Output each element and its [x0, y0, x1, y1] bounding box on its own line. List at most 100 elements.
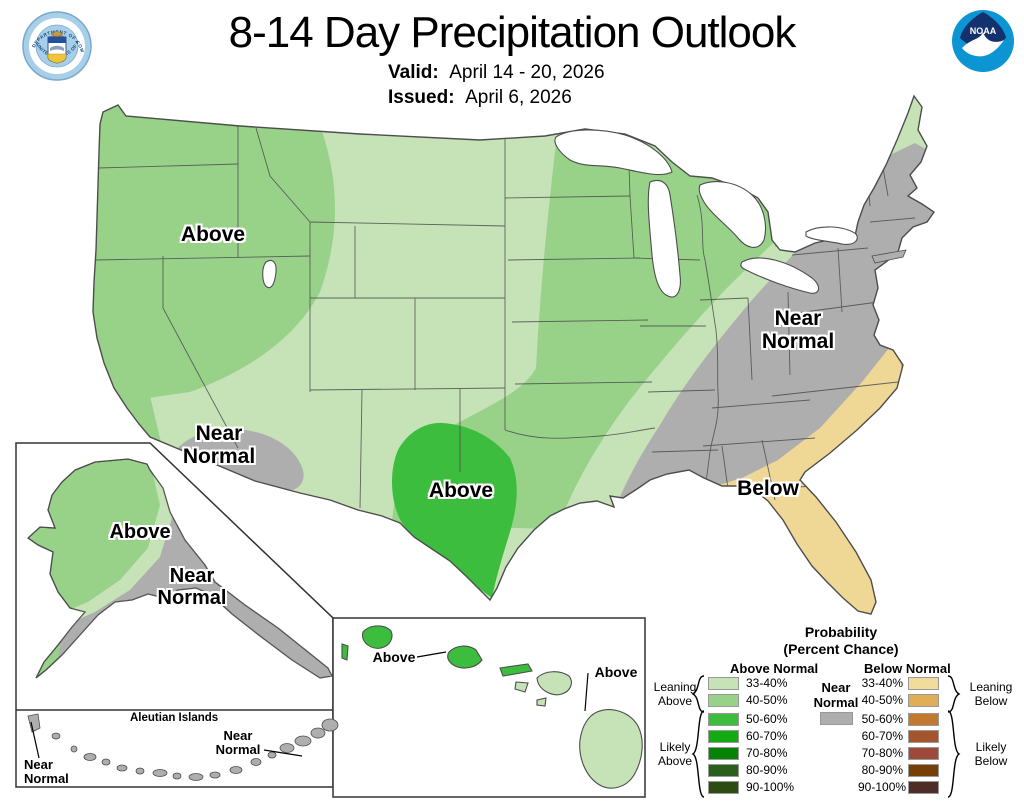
below-40-50-range: 40-50% — [861, 693, 903, 707]
long-island — [871, 249, 907, 264]
likely-above-brace — [691, 710, 705, 798]
legend-below-row: 60-70% — [658, 730, 1024, 744]
below-80-90-range: 80-90% — [861, 763, 903, 777]
leaning-below-brace — [947, 675, 961, 713]
legend-leaning-below-label: Leaning Below — [969, 680, 1013, 708]
island-kauai — [361, 625, 393, 649]
label-conus-east-near-normal: Near Normal — [761, 307, 835, 353]
label-hawaii-above-left: Above — [372, 649, 416, 665]
island-kahoolawe — [536, 697, 547, 707]
label-alaska-near-normal: Near Normal — [157, 565, 227, 609]
legend-above-row: 33-40% — [658, 677, 838, 691]
label-pointer-lines — [30, 651, 589, 759]
noaa-bird-icon — [962, 32, 1004, 57]
island-maui — [536, 671, 572, 696]
island-oahu — [447, 645, 483, 669]
legend: Probability (Percent Chance) Above Norma… — [654, 620, 1024, 802]
legend-below-row: 40-50% — [658, 694, 1024, 708]
issued-line: Issued: April 6, 2026 — [388, 85, 605, 110]
legend-above-row: 80-90% — [658, 764, 838, 778]
above-60-70-range: 60-70% — [746, 729, 788, 743]
aleutian-islands — [27, 713, 339, 781]
page-title: 8-14 Day Precipitation Outlook — [228, 8, 797, 57]
legend-below-row: 80-90% — [658, 764, 1024, 778]
legend-near-normal-label: Near Normal — [813, 680, 859, 710]
above-50-60-swatch — [708, 713, 739, 726]
legend-below-header: Below Normal — [864, 661, 951, 676]
below-33-40-range: 33-40% — [861, 676, 903, 690]
label-aleutian-near-normal-left: Near Normal — [24, 757, 69, 787]
lake-huron — [698, 181, 767, 248]
region-sw-near-normal — [171, 429, 304, 491]
valid-label: Valid: — [388, 62, 439, 83]
below-50-60-range: 50-60% — [861, 712, 903, 726]
conus-outline — [92, 94, 935, 615]
below-90-100-swatch — [908, 781, 939, 794]
lake-superior — [554, 129, 673, 176]
region-texas-above — [392, 422, 517, 598]
valid-issued-block: Valid: April 14 - 20, 2026 Issued: April… — [388, 60, 605, 110]
lake-michigan — [647, 179, 681, 298]
below-60-70-swatch — [908, 730, 939, 743]
lake-erie — [740, 257, 820, 294]
lake-ontario — [805, 226, 858, 245]
leaning-above-brace — [691, 675, 705, 713]
above-70-80-range: 70-80% — [746, 746, 788, 760]
valid-line: Valid: April 14 - 20, 2026 — [388, 60, 605, 85]
above-90-100-range: 90-100% — [746, 780, 795, 794]
department-of-commerce-seal: DEPARTMENT OF COMMERCE UNITED STATES OF … — [18, 7, 92, 81]
legend-above-row: 60-70% — [658, 730, 838, 744]
below-33-40-swatch — [908, 677, 939, 690]
below-90-100-range: 90-100% — [858, 780, 907, 794]
seal-crest — [47, 30, 67, 64]
legend-below-row: 50-60% — [658, 713, 1024, 727]
legend-likely-above-label: Likely Above — [657, 740, 693, 768]
above-80-90-range: 80-90% — [746, 763, 788, 777]
legend-below-row: 70-80% — [658, 747, 1024, 761]
noaa-logo: NOAA — [952, 10, 1014, 72]
island-hawaii — [579, 709, 643, 789]
legend-above-row: 40-50% — [658, 694, 838, 708]
legend-leaning-above-label: Leaning Above — [653, 680, 697, 708]
legend-above-header: Above Normal — [730, 661, 819, 676]
above-80-90-swatch — [708, 764, 739, 777]
legend-title: Probability (Percent Chance) — [658, 624, 1024, 658]
hawaiian-islands — [341, 625, 643, 789]
above-40-50-range: 40-50% — [746, 693, 788, 707]
island-molokai — [499, 663, 533, 677]
legend-likely-below-label: Likely Below — [974, 740, 1008, 768]
above-70-80-swatch — [708, 747, 739, 760]
above-33-40-range: 33-40% — [746, 676, 788, 690]
below-70-80-range: 70-80% — [861, 746, 903, 760]
below-60-70-range: 60-70% — [861, 729, 903, 743]
state-borders — [94, 126, 916, 509]
label-aleutian-title: Aleutian Islands — [130, 712, 219, 724]
great-salt-lake — [262, 259, 277, 289]
legend-title-line1: Probability — [804, 624, 878, 640]
above-60-70-swatch — [708, 730, 739, 743]
legend-above-row: 50-60% — [658, 713, 838, 727]
island-lanai — [514, 681, 529, 693]
likely-below-brace — [947, 710, 961, 798]
below-50-60-swatch — [908, 713, 939, 726]
above-90-100-swatch — [708, 781, 739, 794]
above-50-60-range: 50-60% — [746, 712, 788, 726]
label-aleutian-near-normal-right: Near Normal — [215, 728, 261, 758]
label-conus-se-below: Below — [737, 477, 799, 500]
label-conus-nw-above: Above — [180, 223, 246, 246]
below-40-50-swatch — [908, 694, 939, 707]
great-lakes — [262, 129, 858, 298]
legend-above-row: 70-80% — [658, 747, 838, 761]
noaa-logo-text: NOAA — [970, 26, 997, 36]
legend-title-line2: (Percent Chance) — [783, 641, 899, 657]
legend-below-row: 33-40% — [658, 677, 1024, 691]
near-normal-swatch — [820, 712, 853, 725]
above-33-40-swatch — [708, 677, 739, 690]
below-70-80-swatch — [908, 747, 939, 760]
legend-above-row: 90-100% — [658, 781, 838, 795]
valid-value: April 14 - 20, 2026 — [449, 62, 605, 83]
issued-value: April 6, 2026 — [465, 87, 572, 108]
label-hawaii-above-right: Above — [594, 664, 638, 680]
